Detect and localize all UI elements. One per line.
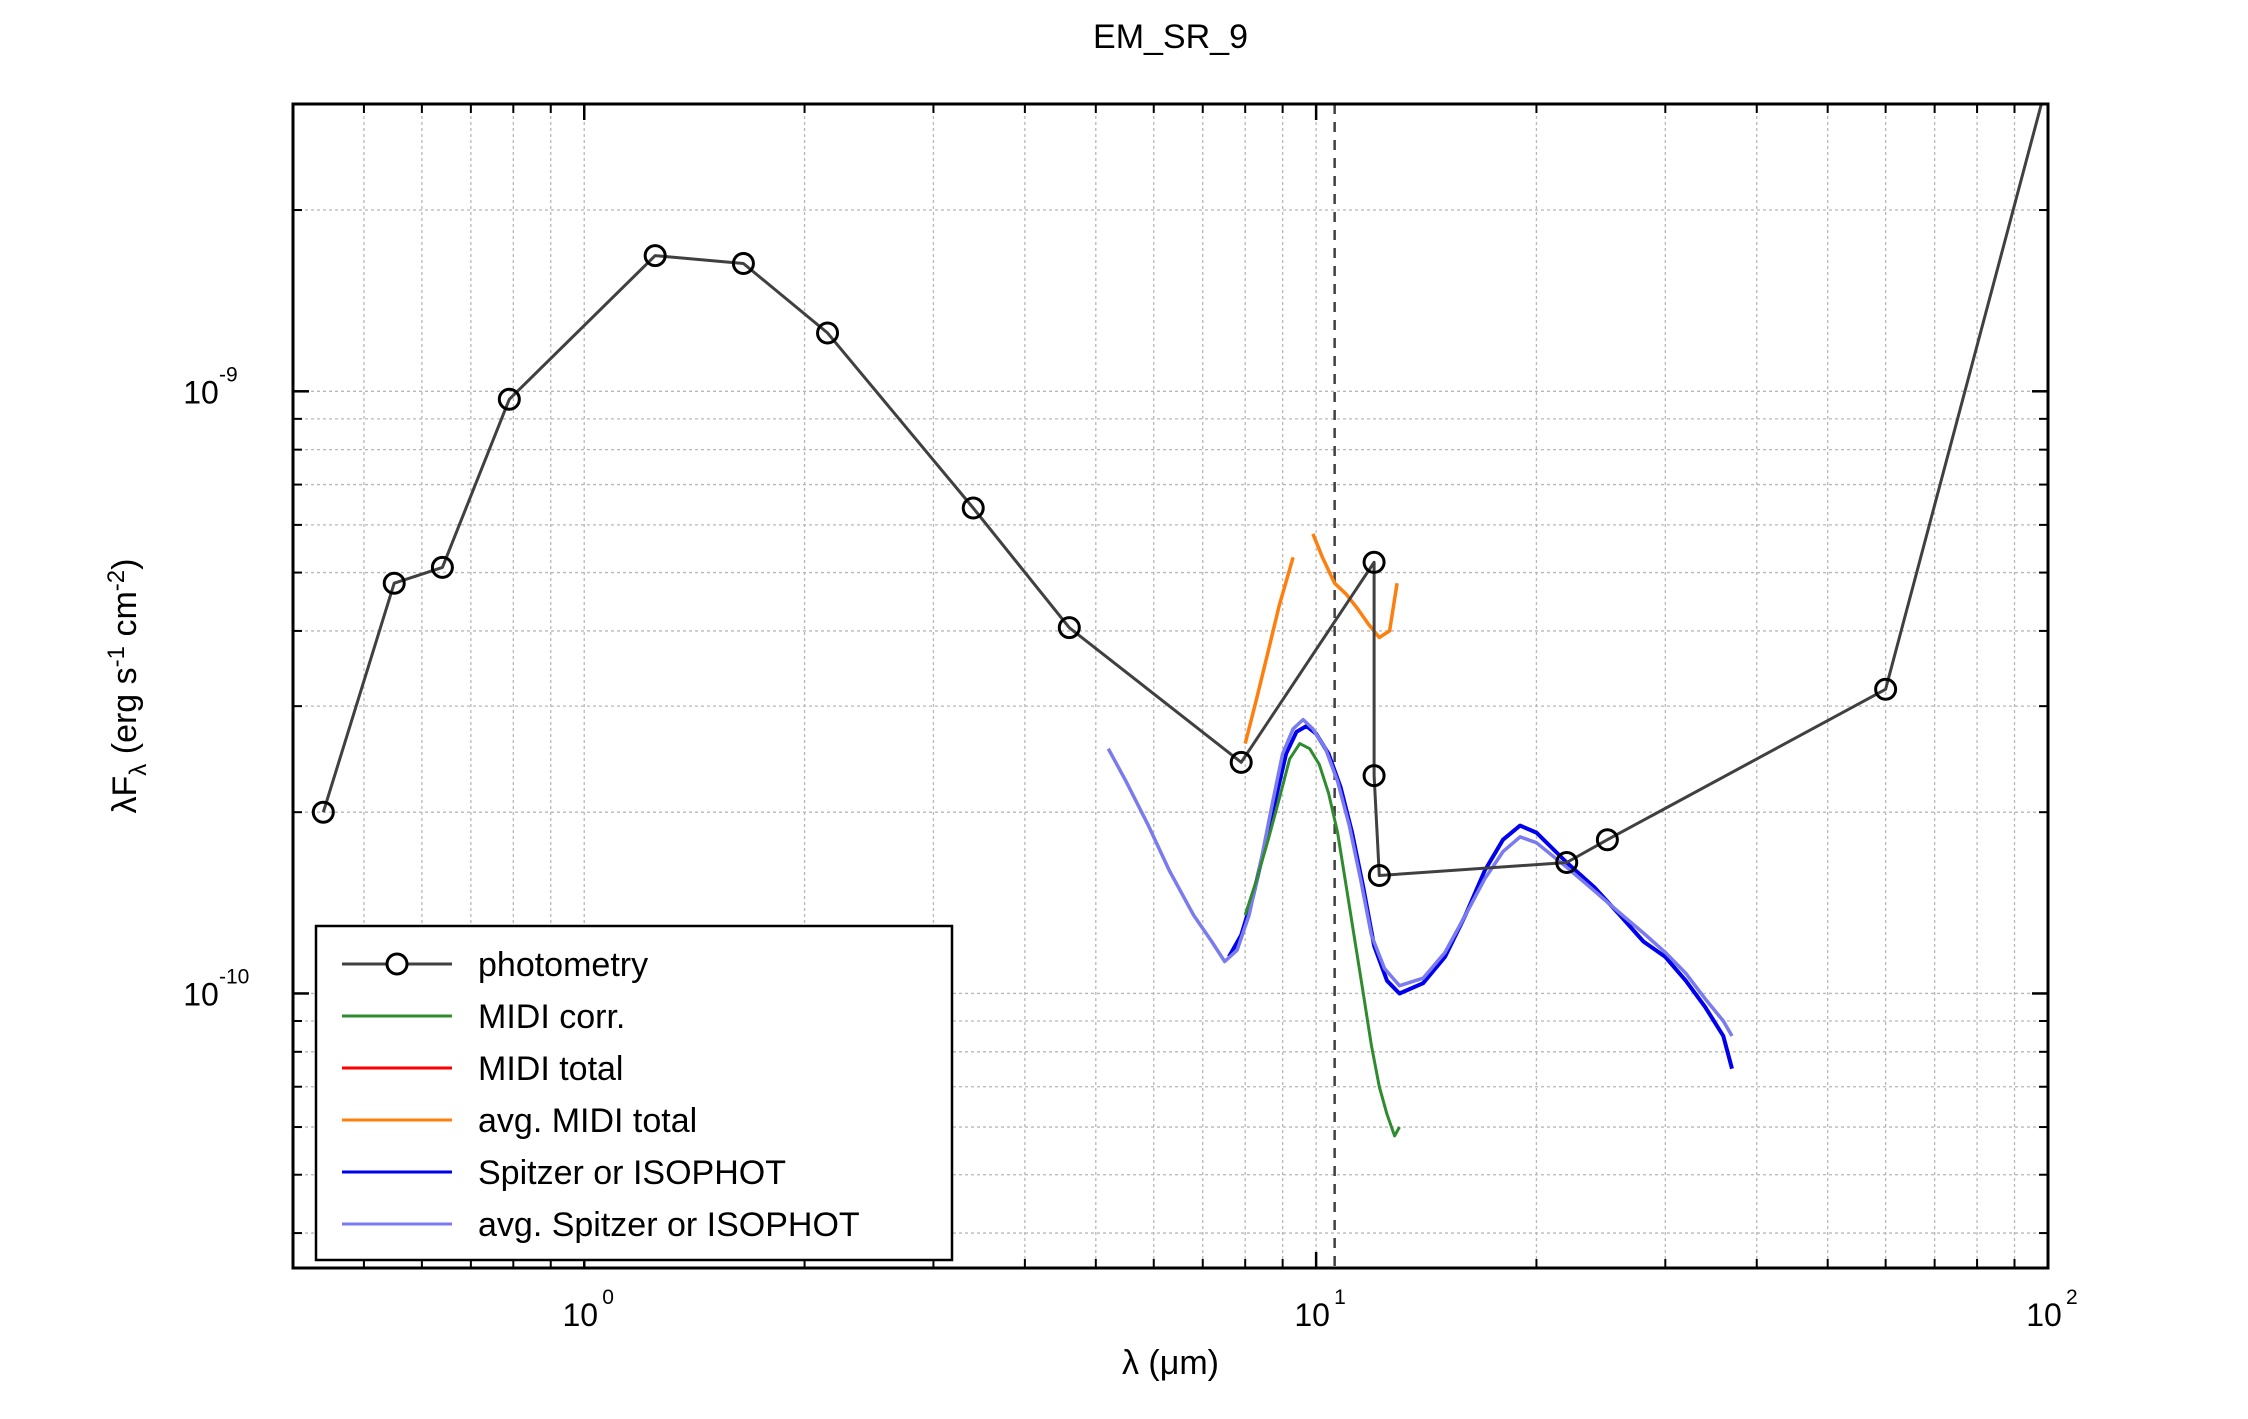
legend-label: Spitzer or ISOPHOT (478, 1154, 786, 1192)
series-line-photometry (321, 104, 2043, 877)
y-tick-label-exponent: -10 (219, 965, 249, 988)
y-tick-label: 10 (183, 374, 219, 410)
x-tick-label-exponent: 2 (2066, 1286, 2078, 1309)
legend: photometry MIDI corr. MIDI total avg. MIDI … (314, 924, 954, 1262)
y-tick-label-exponent: -9 (219, 363, 238, 386)
x-tick-label: 10 (1294, 1297, 1330, 1333)
y-tick-label: 10 (183, 976, 219, 1012)
photometry-point (1229, 750, 1253, 774)
photometry-point (816, 321, 840, 345)
legend-label: photometry (478, 946, 648, 984)
chart-title: EM_SR_9 (1093, 18, 1248, 56)
photometry-point (311, 800, 335, 824)
photometry-point (1555, 850, 1579, 874)
series-line-midi-corr (1243, 742, 1401, 1138)
legend-label: avg. Spitzer or ISOPHOT (478, 1206, 860, 1244)
photometry-point (1362, 764, 1386, 788)
y-axis-label-part: -2 (103, 570, 130, 591)
x-tick-label-exponent: 0 (602, 1286, 614, 1309)
photometry-point (961, 496, 985, 520)
grid-lines (293, 104, 2048, 1268)
x-tick-label: 10 (562, 1297, 598, 1333)
legend-label: MIDI total (478, 1050, 623, 1088)
series-layer (311, 104, 2043, 1138)
y-axis-label-part: -1 (103, 646, 130, 667)
photometry-point (1367, 863, 1391, 887)
photometry-point (643, 244, 667, 268)
y-axis-label-part: λ (125, 764, 152, 776)
y-axis-label: λFλ (erg s-1 cm-2) (103, 559, 152, 814)
legend-label: MIDI corr. (478, 998, 625, 1036)
x-tick-label: 10 (2026, 1297, 2062, 1333)
series-line-avg-midi-total (1243, 533, 1399, 745)
photometry-point (382, 571, 406, 595)
photometry-point (1595, 828, 1619, 852)
photometry-point (430, 555, 454, 579)
y-axis-label-part: ) (106, 559, 144, 570)
y-axis-label-part: (erg s (106, 667, 144, 763)
y-axis-label-part: cm (106, 591, 144, 646)
x-tick-labels: 10 0 10 1 10 2 (562, 1286, 2077, 1333)
photometry-point (1057, 616, 1081, 640)
legend-label: avg. MIDI total (478, 1102, 697, 1140)
plot-frame (291, 102, 2050, 1270)
photometry-point (1874, 677, 1898, 701)
x-tick-label-exponent: 1 (1334, 1286, 1346, 1309)
photometry-point (497, 387, 521, 411)
y-axis-label-part: λF (106, 776, 144, 814)
series-line-spitzer-or-isophot (1227, 724, 1734, 1070)
legend-box (314, 924, 954, 1262)
photometry-point (1362, 550, 1386, 574)
x-axis-label: λ (μm) (1122, 1344, 1219, 1382)
series-line-avg-spitzer-or-isophot (1106, 717, 1734, 1037)
photometry-point (731, 252, 755, 276)
legend-marker (385, 952, 409, 976)
